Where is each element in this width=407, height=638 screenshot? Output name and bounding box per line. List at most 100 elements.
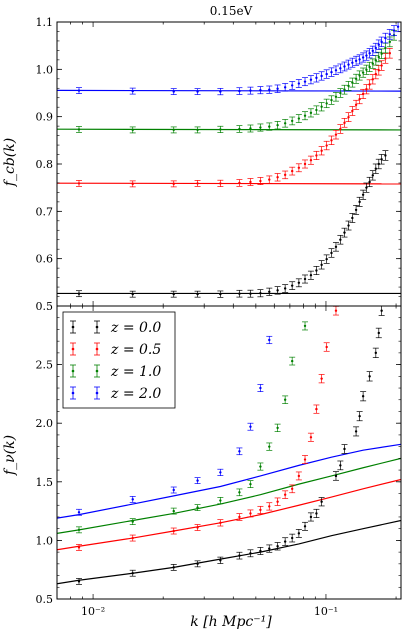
legend-marker bbox=[71, 369, 75, 373]
point-marker bbox=[196, 562, 199, 566]
point-marker bbox=[77, 580, 81, 583]
point-marker bbox=[276, 426, 279, 430]
point-marker bbox=[339, 238, 342, 241]
point-marker bbox=[238, 89, 241, 93]
point-marker bbox=[283, 398, 287, 401]
point-marker bbox=[268, 88, 271, 91]
point-marker bbox=[380, 52, 383, 55]
data-point bbox=[366, 48, 373, 59]
y-tick-label: 2.5 bbox=[36, 359, 54, 372]
point-marker bbox=[392, 29, 396, 32]
point-marker bbox=[196, 479, 199, 482]
data-point bbox=[289, 533, 296, 543]
data-point bbox=[363, 64, 370, 75]
point-marker bbox=[283, 540, 287, 543]
point-marker bbox=[325, 144, 328, 147]
point-marker bbox=[358, 58, 361, 61]
data-point bbox=[372, 68, 379, 80]
point-marker bbox=[339, 91, 342, 95]
point-marker bbox=[354, 208, 358, 212]
data-point bbox=[337, 124, 344, 134]
data-point bbox=[247, 178, 254, 186]
data-point bbox=[345, 59, 352, 70]
point-marker bbox=[290, 359, 294, 363]
point-marker bbox=[219, 471, 222, 474]
data-point bbox=[236, 447, 243, 456]
data-point bbox=[328, 135, 335, 145]
point-marker bbox=[77, 292, 81, 295]
point-marker bbox=[315, 154, 318, 157]
point-marker bbox=[77, 89, 81, 92]
data-point bbox=[318, 102, 325, 112]
data-point bbox=[247, 422, 254, 431]
data-point bbox=[129, 87, 136, 95]
data-point bbox=[75, 526, 82, 534]
point-marker bbox=[276, 289, 279, 292]
top-panel-ylabel: f_cb(k) bbox=[2, 138, 18, 187]
point-marker bbox=[380, 40, 383, 44]
point-marker bbox=[276, 87, 279, 90]
point-marker bbox=[259, 292, 262, 295]
data-point bbox=[274, 286, 281, 295]
legend-marker bbox=[71, 347, 75, 351]
data-point bbox=[282, 537, 289, 546]
data-point bbox=[337, 234, 344, 245]
data-point bbox=[341, 118, 348, 128]
point-marker bbox=[276, 176, 279, 179]
data-point bbox=[266, 544, 273, 553]
data-point bbox=[313, 404, 320, 414]
point-marker bbox=[334, 133, 338, 136]
data-point bbox=[75, 87, 82, 94]
point-marker bbox=[290, 169, 294, 173]
model-line bbox=[57, 478, 401, 551]
data-point bbox=[75, 508, 82, 516]
legend-marker bbox=[95, 391, 99, 395]
point-marker bbox=[77, 528, 81, 532]
legend-marker bbox=[95, 369, 99, 373]
data-point bbox=[217, 88, 224, 96]
data-point bbox=[341, 227, 348, 238]
data-point bbox=[282, 119, 289, 128]
data-point bbox=[332, 471, 339, 481]
data-point bbox=[282, 83, 289, 92]
point-marker bbox=[334, 95, 338, 98]
data-point bbox=[194, 504, 201, 511]
point-marker bbox=[374, 351, 378, 355]
point-marker bbox=[131, 498, 134, 501]
data-point bbox=[302, 321, 309, 331]
point-marker bbox=[325, 257, 328, 261]
legend-label: z = 2.0 bbox=[110, 386, 161, 402]
point-marker bbox=[339, 127, 342, 131]
data-point bbox=[129, 496, 136, 503]
data-point bbox=[129, 569, 136, 577]
point-marker bbox=[361, 395, 365, 398]
y-tick-label: 1.5 bbox=[36, 476, 54, 489]
point-marker bbox=[343, 88, 346, 91]
point-marker bbox=[351, 81, 354, 84]
data-point bbox=[382, 150, 389, 161]
data-point bbox=[257, 546, 264, 555]
data-point bbox=[366, 61, 373, 73]
point-marker bbox=[268, 338, 271, 342]
point-marker bbox=[388, 33, 392, 36]
plot-area bbox=[57, 22, 401, 298]
point-marker bbox=[268, 505, 271, 508]
data-point bbox=[217, 125, 224, 134]
data-point bbox=[313, 73, 320, 83]
point-marker bbox=[368, 83, 371, 86]
data-point bbox=[217, 468, 224, 476]
point-marker bbox=[347, 115, 350, 119]
data-point bbox=[247, 86, 254, 95]
bottom-panel: 0.51.01.52.02.510⁻² 10⁻¹z = 0.0z = 0.5z =… bbox=[36, 305, 402, 618]
point-marker bbox=[330, 98, 333, 102]
data-point bbox=[257, 177, 264, 185]
point-marker bbox=[315, 407, 318, 411]
data-point bbox=[353, 99, 360, 110]
legend-box bbox=[62, 311, 176, 409]
point-marker bbox=[259, 179, 262, 183]
point-marker bbox=[172, 529, 175, 533]
point-marker bbox=[249, 180, 252, 184]
point-marker bbox=[325, 102, 328, 105]
data-point bbox=[274, 423, 281, 433]
point-marker bbox=[384, 154, 387, 157]
